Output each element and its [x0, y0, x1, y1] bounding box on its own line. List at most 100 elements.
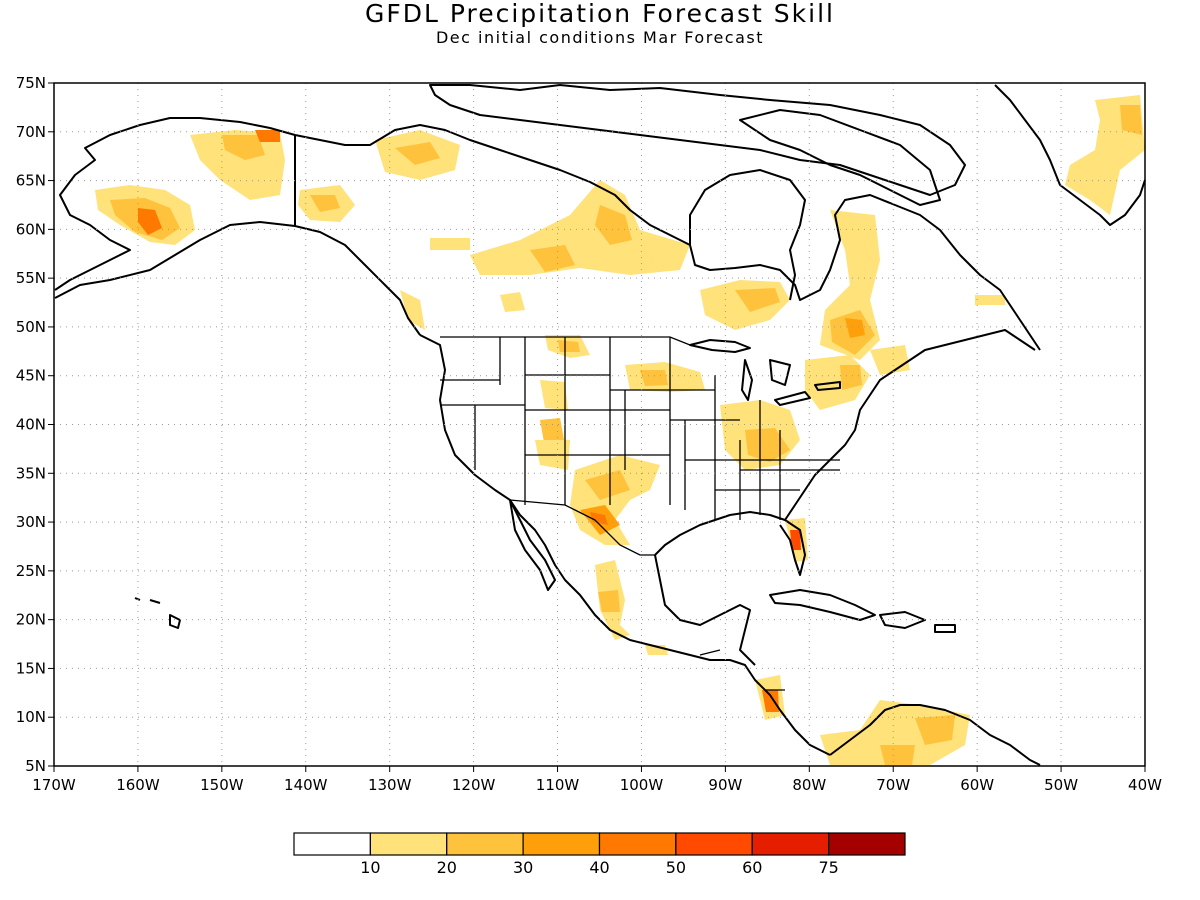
skill-patch-great-lakes-core — [840, 365, 862, 390]
coastline-hudson-bay — [689, 169, 806, 301]
skill-patch-alaska-north-peak — [255, 130, 280, 142]
skill-patch-central-canada-core2 — [595, 205, 632, 245]
lat-label: 10N — [16, 708, 46, 726]
coastline-east-us — [784, 329, 1036, 521]
coastline-hispaniola — [879, 611, 926, 629]
lon-label: 110W — [536, 776, 580, 794]
lat-label: 45N — [16, 367, 46, 385]
lat-label: 25N — [16, 562, 46, 580]
lat-label: 55N — [16, 269, 46, 287]
coastline-arctic-islands — [429, 84, 966, 196]
border-states-horizontal — [440, 374, 840, 491]
coastline-lake-ontario — [814, 381, 841, 391]
lon-label: 130W — [368, 776, 412, 794]
skill-shading — [95, 95, 1145, 765]
lat-label: 65N — [16, 172, 46, 190]
colorbar-label: 40 — [589, 858, 609, 877]
lat-label: 75N — [16, 74, 46, 92]
map-subtitle: Dec initial conditions Mar Forecast — [435, 28, 764, 47]
skill-patch-alaska-north-core — [222, 135, 265, 160]
coastline-arctic-canada — [294, 124, 1041, 351]
skill-patch-montana-core — [558, 340, 580, 352]
skill-patch-labrador-coast — [975, 295, 1005, 305]
lat-label: 5N — [25, 757, 46, 775]
lon-label: 60W — [960, 776, 994, 794]
skill-patch-quebec-peak — [845, 318, 865, 338]
lon-label: 40W — [1128, 776, 1162, 794]
skill-patch-new-mexico-core — [585, 470, 630, 500]
lon-label: 80W — [792, 776, 826, 794]
coastline-lake-michigan — [741, 359, 753, 401]
border-mexico-central — [699, 649, 785, 691]
skill-patch-central-canada-core — [530, 245, 575, 272]
skill-patch-florida-peak — [790, 530, 801, 550]
skill-patch-small-canada — [430, 238, 470, 250]
skill-patch-greenland-core — [1120, 105, 1142, 135]
colorbar-label: 10 — [360, 858, 380, 877]
border-states-vertical — [499, 337, 781, 520]
skill-patch-new-england — [870, 345, 910, 375]
lat-label: 50N — [16, 318, 46, 336]
colorbar-label: 20 — [437, 858, 457, 877]
coastlines — [54, 84, 1146, 766]
skill-patch-alaska-peak — [138, 208, 162, 235]
lon-label: 160W — [116, 776, 160, 794]
skill-patch-colombia-venezuela — [820, 700, 970, 765]
coastline-greenland — [994, 84, 1146, 226]
skill-patch-south-dakota-core — [640, 370, 668, 386]
skill-patch-ontario-core — [735, 288, 780, 312]
lat-label: 60N — [16, 220, 46, 238]
skill-patch-central-america-peak — [762, 690, 779, 712]
skill-patch-new-mexico-texas — [570, 455, 660, 545]
lon-label: 100W — [620, 776, 664, 794]
colorbar-swatch — [369, 832, 448, 856]
colorbar: 10 20 30 40 50 60 75 — [293, 832, 906, 877]
coastline-hawaii — [134, 597, 181, 629]
skill-patch-venezuela-core — [915, 715, 955, 745]
colorbar-swatch — [598, 832, 677, 856]
skill-patch-wyoming — [540, 380, 568, 410]
skill-patch-nwt-core — [395, 142, 440, 165]
colorbar-swatch — [675, 832, 753, 856]
colorbar-label: 50 — [666, 858, 686, 877]
skill-patch-ontario — [700, 280, 790, 330]
lon-label: 120W — [452, 776, 496, 794]
skill-patch-colombia-core — [880, 745, 915, 765]
colorbar-label: 60 — [742, 858, 762, 877]
coastline-lake-huron — [769, 359, 791, 386]
lon-label: 170W — [32, 776, 76, 794]
lat-label: 35N — [16, 464, 46, 482]
colorbar-swatch — [293, 832, 371, 856]
coastline-south-america — [829, 704, 1041, 766]
skill-patch-mexico-core — [598, 590, 620, 612]
colorbar-swatch — [446, 832, 524, 856]
coastline-gulf — [654, 511, 806, 666]
skill-patch-bc-coast — [400, 290, 425, 330]
coastline-lake-superior — [689, 339, 751, 353]
colorbar-label: 75 — [818, 858, 838, 877]
skill-patch-ohio-valley — [745, 428, 790, 462]
coastline-baffin — [739, 109, 941, 206]
lat-label: 15N — [16, 659, 46, 677]
skill-patch-alberta — [500, 292, 525, 312]
lat-label: 30N — [16, 513, 46, 531]
lon-label: 140W — [284, 776, 328, 794]
coastline-lake-erie — [774, 391, 811, 406]
colorbar-swatch — [828, 832, 906, 856]
lat-label: 40N — [16, 416, 46, 434]
longitude-axis: 170W 160W 150W 140W 130W 120W 110W 100W 90W 80W 70… — [32, 766, 1162, 794]
map-title: GFDL Precipitation Forecast Skill — [364, 0, 835, 28]
coastline-cuba — [769, 589, 876, 621]
skill-patch-central-canada — [470, 180, 690, 275]
coastline-west-us — [419, 334, 831, 756]
latitude-axis: 75N 70N 65N 60N 55N 50N 45N 40N 35N 30N 25N 20N 15N 1… — [16, 74, 54, 775]
coastline-puerto-rico — [934, 624, 956, 633]
lon-label: 90W — [708, 776, 742, 794]
lon-label: 50W — [1044, 776, 1078, 794]
coastline-baja — [509, 499, 556, 591]
colorbar-label: 30 — [513, 858, 533, 877]
lon-label: 150W — [200, 776, 244, 794]
political-borders — [440, 336, 840, 691]
lat-label: 70N — [16, 123, 46, 141]
